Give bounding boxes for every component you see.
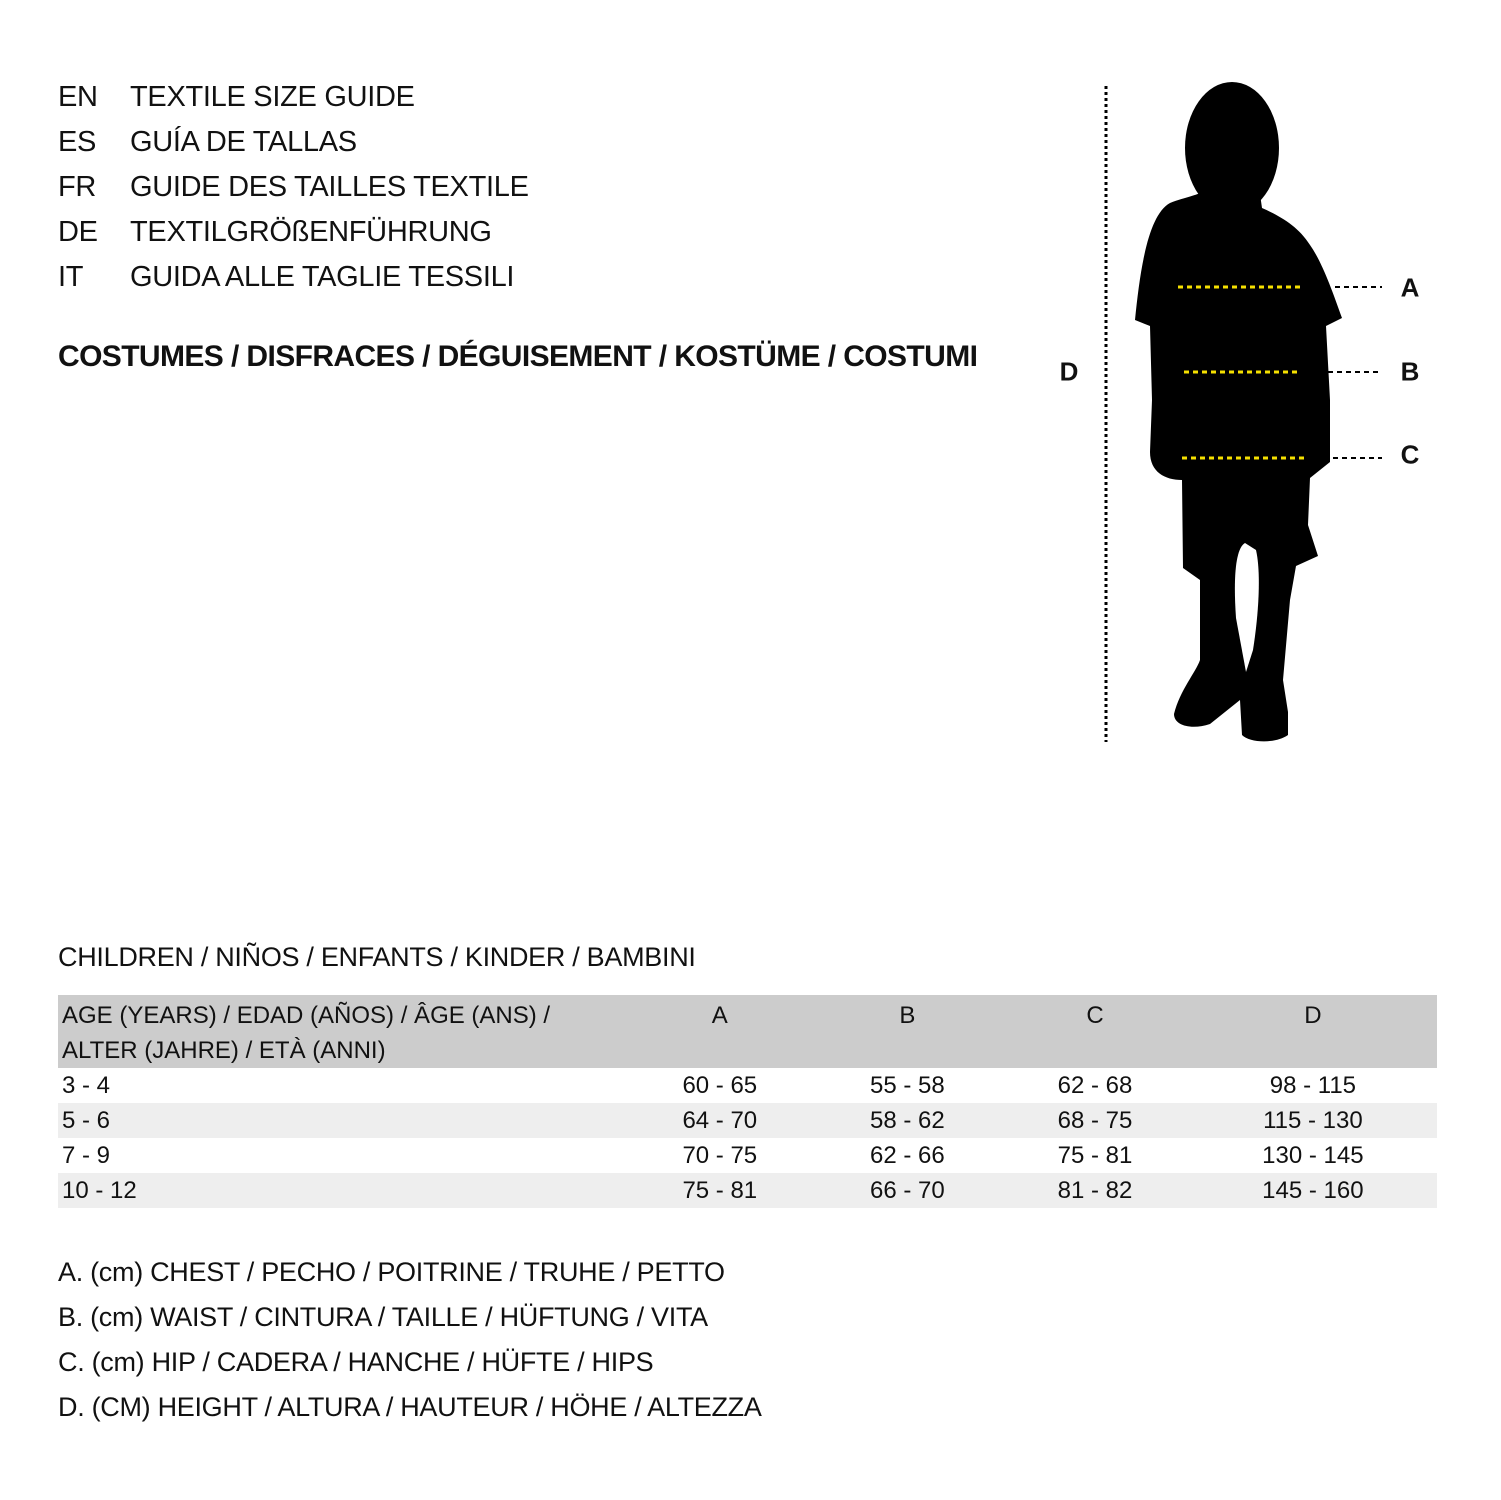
language-title: GUIDE DES TAILLES TEXTILE (130, 171, 529, 203)
size-table: AGE (YEARS) / EDAD (AÑOS) / ÂGE (ANS) / A… (58, 995, 1437, 1208)
header-b: B (899, 1002, 916, 1029)
cell-b: 66 - 70 (870, 1176, 945, 1204)
label-b: B (1400, 356, 1420, 387)
language-code: ES (58, 126, 97, 158)
cell-c: 68 - 75 (1057, 1106, 1133, 1134)
cell-d: 130 - 145 (1262, 1141, 1364, 1169)
header-age-line1: AGE (YEARS) / EDAD (AÑOS) / ÂGE (ANS) / (62, 1002, 551, 1029)
legend-item-waist: B. (cm) WAIST / CINTURA / TAILLE / HÜFTU… (58, 1302, 708, 1332)
language-title: GUÍA DE TALLAS (130, 126, 357, 158)
cell-a: 75 - 81 (682, 1176, 758, 1204)
label-c: C (1400, 439, 1420, 470)
header-age-line2: ALTER (JAHRE) / ETÀ (ANNI) (62, 1037, 386, 1064)
cell-age: 10 - 12 (62, 1176, 137, 1204)
language-code: EN (58, 81, 98, 113)
label-a: A (1400, 272, 1420, 303)
cell-a: 70 - 75 (682, 1141, 758, 1169)
cell-c: 81 - 82 (1057, 1176, 1133, 1204)
legend-item-hip: C. (cm) HIP / CADERA / HANCHE / HÜFTE / … (58, 1347, 654, 1377)
measurement-legend: A. (cm) CHEST / PECHO / POITRINE / TRUHE… (58, 1250, 762, 1430)
cell-d: 115 - 130 (1263, 1106, 1363, 1134)
leader-lines (1328, 286, 1382, 459)
measurement-lines (1178, 285, 1305, 460)
section-title: CHILDREN / NIÑOS / ENFANTS / KINDER / BA… (58, 942, 696, 972)
legend-item-chest: A. (cm) CHEST / PECHO / POITRINE / TRUHE… (58, 1257, 725, 1287)
language-title: GUIDA ALLE TAGLIE TESSILI (130, 261, 515, 293)
language-code: DE (58, 216, 98, 248)
table-row: 5 - 6 64 - 70 58 - 62 68 - 75 115 - 130 (58, 1103, 1437, 1138)
cell-b: 58 - 62 (870, 1106, 945, 1134)
cell-age: 7 - 9 (62, 1141, 111, 1169)
cell-a: 60 - 65 (682, 1071, 758, 1099)
label-d: D (1059, 356, 1079, 387)
language-title: TEXTILGRÖßENFÜHRUNG (130, 216, 492, 248)
header-d: D (1304, 1002, 1322, 1029)
child-silhouette-icon (1135, 82, 1342, 742)
language-code: IT (58, 261, 84, 293)
cell-d: 98 - 115 (1269, 1071, 1357, 1099)
cell-b: 55 - 58 (870, 1071, 945, 1099)
table-row: 7 - 9 70 - 75 62 - 66 75 - 81 130 - 145 (58, 1138, 1437, 1173)
category-title: COSTUMES / DISFRACES / DÉGUISEMENT / KOS… (58, 340, 978, 373)
cell-c: 62 - 68 (1057, 1071, 1133, 1099)
cell-age: 5 - 6 (62, 1106, 111, 1134)
cell-a: 64 - 70 (682, 1106, 758, 1134)
table-row: 10 - 12 75 - 81 66 - 70 81 - 82 145 - 16… (58, 1173, 1437, 1208)
legend-item-height: D. (CM) HEIGHT / ALTURA / HAUTEUR / HÖHE… (58, 1392, 762, 1422)
table-row: 3 - 4 60 - 65 55 - 58 62 - 68 98 - 115 (58, 1068, 1437, 1103)
language-code: FR (58, 171, 97, 203)
header-a: A (711, 1002, 728, 1029)
header-c: C (1086, 1002, 1104, 1029)
cell-d: 145 - 160 (1262, 1176, 1364, 1204)
table-header-row: AGE (YEARS) / EDAD (AÑOS) / ÂGE (ANS) / A… (58, 995, 1437, 1068)
cell-age: 3 - 4 (62, 1071, 111, 1099)
language-title: TEXTILE SIZE GUIDE (130, 81, 415, 113)
header-age: AGE (YEARS) / EDAD (AÑOS) / ÂGE (ANS) / A… (58, 995, 626, 1068)
leg-gap (1234, 543, 1259, 672)
child-silhouette-figure (1104, 82, 1382, 742)
cell-b: 62 - 66 (870, 1141, 945, 1169)
cell-c: 75 - 81 (1057, 1141, 1133, 1169)
